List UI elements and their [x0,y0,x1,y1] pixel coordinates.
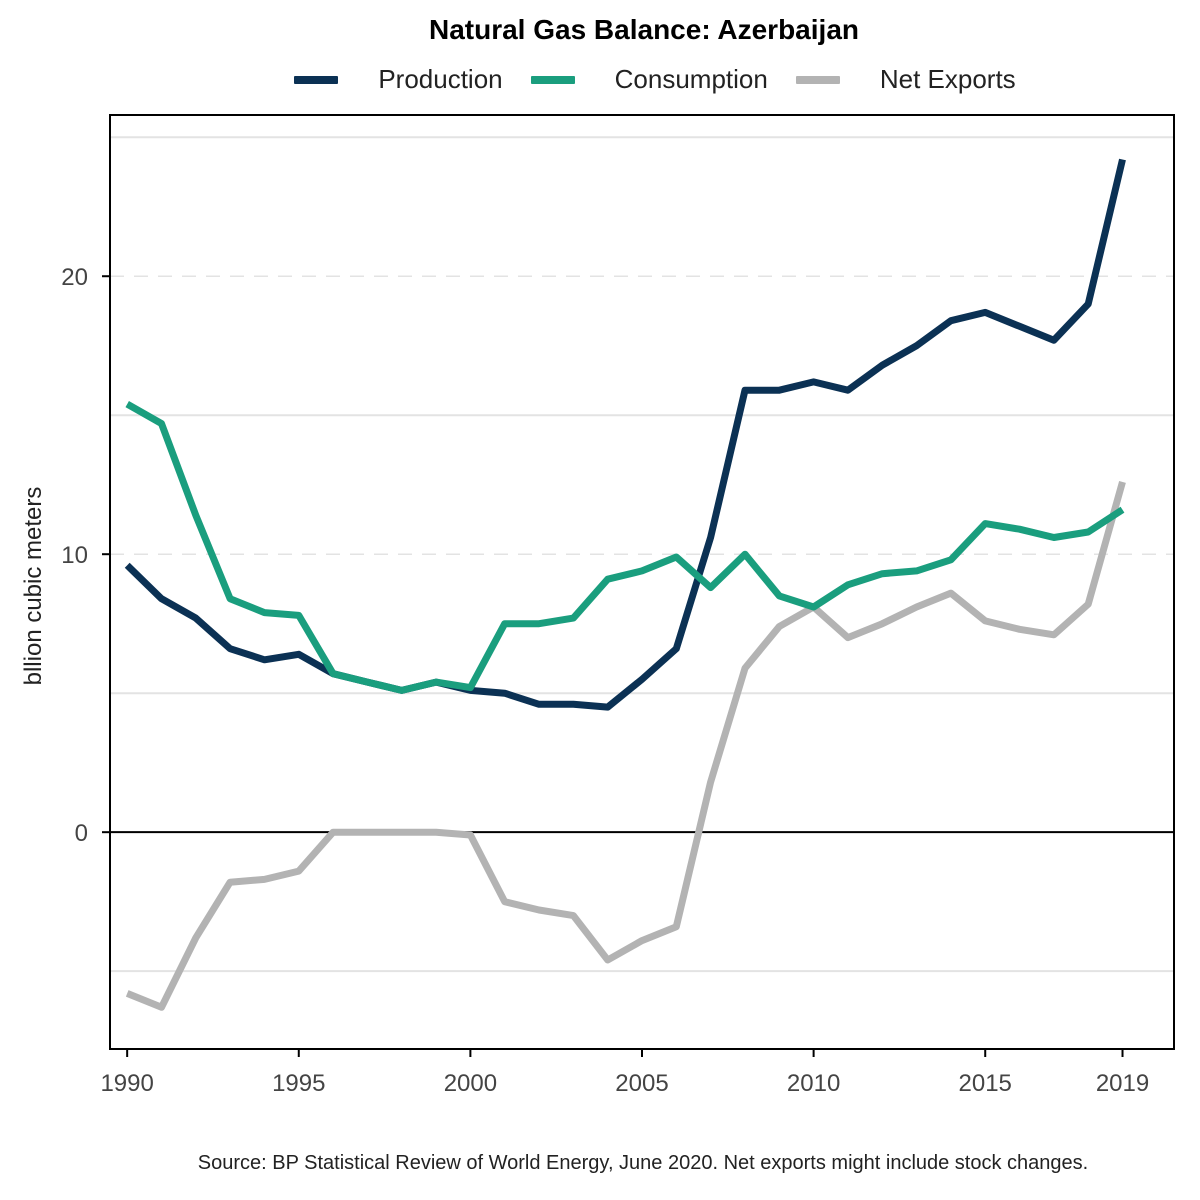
series-lines [124,158,1126,1011]
series-line-net-exports [125,480,1126,1011]
x-tick-label-2010: 2010 [787,1070,840,1097]
legend-swatch-net-exports [795,75,840,84]
legend-label-production: Production [378,64,503,94]
plot-frame [109,114,1175,1050]
legend: Production Consumption Net Exports [0,64,1200,95]
axis-ticks: 1990 1995 2000 2005 2010 2015 2019 0 10 20 [61,264,1149,1097]
legend-swatch-production [294,75,339,84]
chart-title: Natural Gas Balance: Azerbaijan [428,14,859,45]
legend-label-net-exports: Net Exports [879,64,1016,94]
x-tick-label-2005: 2005 [615,1070,668,1097]
x-tick-label-1990: 1990 [100,1070,153,1097]
y-tick-label-20: 20 [61,264,88,291]
gridlines [110,136,1174,973]
legend-label-consumption: Consumption [614,64,768,94]
y-tick-label-0: 0 [75,820,88,847]
legend-item-net-exports: Net Exports [795,64,1016,95]
x-tick-label-2015: 2015 [959,1070,1012,1097]
series-line-consumption [125,401,1125,694]
legend-item-consumption: Consumption [530,64,768,95]
x-tick-label-2000: 2000 [444,1070,497,1097]
source-note: Source: BP Statistical Review of World E… [197,1152,1089,1174]
x-tick-label-1995: 1995 [272,1070,325,1097]
legend-swatch-consumption [530,75,575,84]
series-line-production [124,158,1126,711]
legend-item-production: Production [294,64,503,95]
y-tick-label-10: 10 [61,542,88,569]
x-tick-label-2019: 2019 [1096,1070,1149,1097]
